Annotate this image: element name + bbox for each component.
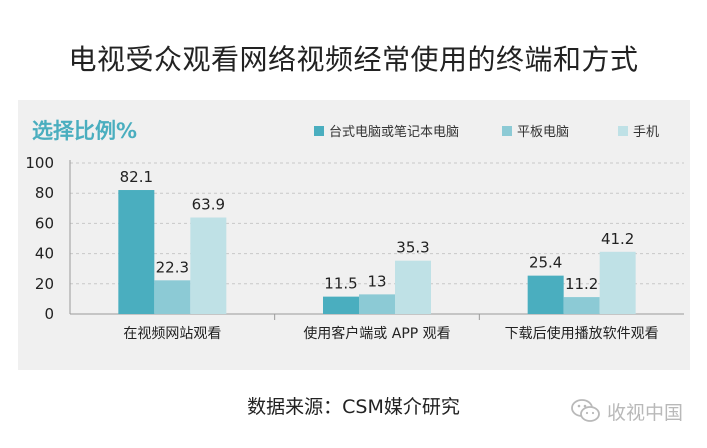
legend-label-1: 台式电脑或笔记本电脑 bbox=[329, 124, 459, 140]
data-label-2-1: 11.5 bbox=[324, 275, 357, 293]
legend-label-3: 手机 bbox=[633, 125, 659, 140]
x-category-label-3: 下载后使用播放软件观看 bbox=[505, 325, 659, 342]
legend-swatch-1 bbox=[314, 126, 324, 136]
data-label-3-1: 25.4 bbox=[529, 254, 562, 272]
bar-2-2 bbox=[359, 294, 395, 314]
data-source-note: 数据来源：CSM媒介研究 bbox=[247, 396, 460, 418]
watermark: 收视中国 bbox=[571, 396, 683, 426]
bar-2-3 bbox=[395, 260, 431, 314]
data-label-1-2: 22.3 bbox=[156, 258, 189, 276]
bar-1-2 bbox=[154, 280, 191, 314]
data-label-3-2: 11.2 bbox=[565, 275, 598, 293]
page-title: 电视受众观看网络视频经常使用的终端和方式 bbox=[68, 43, 639, 76]
data-label-2-2: 13 bbox=[367, 272, 386, 290]
bar-2-1 bbox=[323, 296, 359, 314]
x-category-label-2: 使用客户端或 APP 观看 bbox=[303, 325, 450, 342]
y-tick-label-2: 40 bbox=[35, 245, 54, 263]
bar-3-3 bbox=[599, 251, 636, 314]
data-label-2-3: 35.3 bbox=[396, 239, 429, 257]
watermark-text: 收视中国 bbox=[606, 401, 683, 424]
data-label-1-3: 63.9 bbox=[192, 196, 225, 214]
chart-panel: 选择比例% 台式电脑或笔记本电脑 平板电脑 手机 0 20 40 60 80 100 82.1 22.… bbox=[18, 100, 690, 370]
bar-1-3 bbox=[190, 217, 227, 314]
legend-label-2: 平板电脑 bbox=[517, 125, 569, 140]
y-tick-label-1: 20 bbox=[35, 275, 54, 293]
bar-3-2 bbox=[563, 297, 600, 314]
legend-swatch-2 bbox=[502, 126, 512, 136]
wechat-icon bbox=[571, 399, 600, 422]
y-tick-label-4: 80 bbox=[35, 184, 54, 202]
y-tick-label-5: 100 bbox=[25, 154, 54, 172]
data-label-3-3: 41.2 bbox=[601, 230, 634, 248]
y-tick-label-3: 60 bbox=[35, 214, 54, 232]
y-tick-label-0: 0 bbox=[44, 305, 54, 323]
bar-1-1 bbox=[118, 190, 155, 314]
bar-3-1 bbox=[527, 275, 564, 314]
legend-swatch-3 bbox=[618, 126, 628, 136]
chart-title: 选择比例% bbox=[32, 119, 137, 143]
data-label-1-1: 82.1 bbox=[120, 168, 153, 186]
x-category-label-1: 在视频网站观看 bbox=[123, 326, 221, 342]
bar-chart: 选择比例% 台式电脑或笔记本电脑 平板电脑 手机 0 20 40 60 80 100 82.1 22.… bbox=[25, 119, 684, 342]
